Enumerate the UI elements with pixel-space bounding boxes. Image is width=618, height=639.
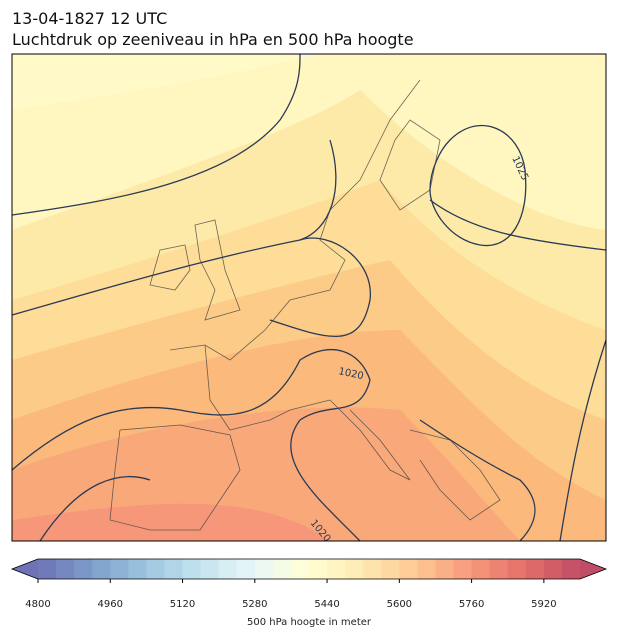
isobars [12, 54, 606, 541]
title: 13-04-1827 12 UTC [12, 9, 167, 28]
colorbar-segment [56, 559, 75, 579]
colorbar-segment [309, 559, 328, 579]
colorbar-segment [200, 559, 220, 579]
colorbar-label: 500 hPa hoogte in meter [247, 617, 372, 628]
colorbar-segment [399, 559, 418, 579]
colorbar-extend-high [580, 559, 606, 579]
colorbar-segment [254, 559, 274, 579]
map: 1025 1020 1020 [12, 54, 606, 541]
colorbar-extend-low [12, 559, 38, 579]
colorbar-segment [38, 559, 57, 579]
map-frame [11, 53, 607, 542]
colorbar-segment [74, 559, 93, 579]
colorbar-segment [110, 559, 129, 579]
colorbar-segment [507, 559, 527, 579]
colorbar-segment [561, 559, 581, 579]
colorbar-segment [489, 559, 509, 579]
colorbar-segment [236, 559, 256, 579]
colorbar-segment [146, 559, 165, 579]
contour-label: 1020 [337, 366, 364, 382]
colorbar-tick-label: 5760 [459, 599, 484, 610]
colorbar-segment [381, 559, 400, 579]
colorbar-segment [92, 559, 111, 579]
colorbar-tick-label: 5920 [531, 599, 556, 610]
colorbar-segment [128, 559, 147, 579]
colorbar-segment [218, 559, 238, 579]
colorbar-segment [345, 559, 364, 579]
colorbar-tick-label: 5600 [387, 599, 412, 610]
colorbar-segment [417, 559, 436, 579]
colorbar-segment [290, 559, 310, 579]
colorbar-frame [10, 558, 608, 580]
colorbar-tick-label: 4800 [25, 599, 50, 610]
colorbar-segment [363, 559, 382, 579]
colorbar-segment [272, 559, 292, 579]
colorbar-segment [164, 559, 184, 579]
colorbar-tick-label: 4960 [98, 599, 123, 610]
colorbar-tick-label: 5120 [170, 599, 195, 610]
colorbar-segment [435, 559, 455, 579]
colorbar-segment [453, 559, 473, 579]
colorbar-tick-label: 5440 [314, 599, 339, 610]
colorbar-segment [327, 559, 346, 579]
subtitle: Luchtdruk op zeeniveau in hPa en 500 hPa… [12, 30, 414, 49]
colorbar-tick-label: 5280 [242, 599, 267, 610]
colorbar-segment [471, 559, 491, 579]
colorbar-segment [543, 559, 563, 579]
colorbar-segment [525, 559, 545, 579]
colorbar-segment [182, 559, 202, 579]
